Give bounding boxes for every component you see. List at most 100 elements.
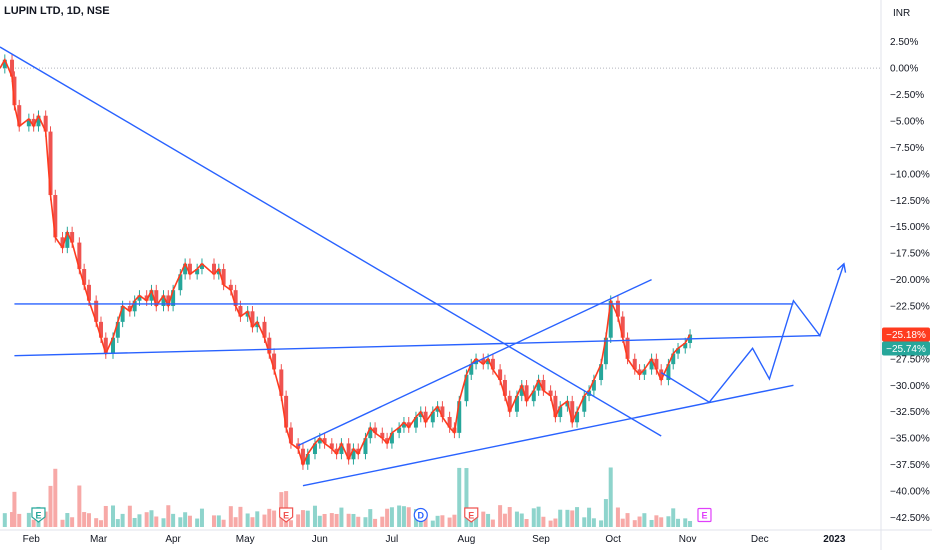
event-badge-label: E [35, 511, 41, 521]
volume-bar [683, 518, 688, 527]
currency-label: INR [893, 8, 910, 19]
volume-bar [48, 485, 53, 527]
x-tick-label: Aug [458, 534, 476, 545]
volume-bar [43, 511, 48, 527]
volume-bar [389, 507, 394, 527]
volume-bar [94, 518, 99, 527]
candle-body [137, 295, 142, 301]
price-series [0, 54, 693, 470]
volume-bar [211, 515, 216, 527]
event-marker-earnings_red[interactable]: E [279, 507, 294, 523]
candle-body [43, 115, 48, 132]
volume-bar [659, 517, 664, 527]
volume-bar [12, 491, 17, 527]
event-badge-label: E [468, 511, 474, 521]
volume-bar [187, 515, 192, 527]
candle-body [570, 401, 575, 423]
candle-body [413, 417, 418, 428]
volume-bar [582, 517, 587, 527]
volume-bar [233, 517, 238, 527]
volume-bar [452, 514, 457, 527]
trendline [302, 384, 794, 487]
volume-bar [132, 517, 137, 527]
candle-body [267, 337, 272, 354]
event-marker-earnings_red[interactable]: E [464, 507, 479, 523]
candle-body [608, 300, 613, 338]
last-value-label: −25.74% [886, 344, 926, 355]
volume-bar [615, 507, 620, 527]
candle-body [615, 300, 620, 317]
candle-body [659, 369, 664, 381]
volume-bar [676, 518, 681, 527]
event-marker-future[interactable]: E [697, 507, 712, 523]
candle-body [430, 411, 435, 423]
candle-body [255, 321, 260, 328]
candle-body [279, 369, 284, 396]
candle-body [195, 269, 200, 275]
candle-body [250, 311, 255, 328]
candle-body [154, 290, 159, 307]
volume-bar [171, 513, 176, 527]
event-marker-earnings[interactable]: E [31, 507, 46, 523]
candle-body [464, 374, 469, 402]
candle-body [334, 448, 339, 455]
candle-body [77, 242, 82, 270]
candle-body [228, 284, 233, 291]
candle-body [17, 105, 22, 127]
volume-bar [524, 518, 529, 527]
volume-bar [356, 516, 361, 527]
candle-body [346, 443, 351, 460]
volume-bar [70, 517, 75, 527]
candle-body [541, 380, 546, 391]
volume-bar [440, 515, 445, 527]
volume-bar [457, 467, 462, 527]
y-tick-label: −15.00% [890, 222, 930, 233]
x-tick-label: May [236, 534, 255, 545]
volume-bar [591, 518, 596, 527]
volume-bar [296, 514, 301, 527]
x-tick-label: Jul [386, 534, 399, 545]
volume-bar [447, 517, 452, 527]
volume-bar [637, 516, 642, 527]
y-tick-label: −30.00% [890, 381, 930, 392]
candle-body [536, 380, 541, 391]
volume-bar [531, 508, 536, 527]
candle-body [380, 432, 385, 439]
candle-body [305, 454, 310, 465]
volume-bar [654, 515, 659, 527]
candle-body [166, 295, 171, 307]
volume-bar [486, 513, 491, 527]
y-tick-label: −2.50% [890, 90, 924, 101]
candle-body [531, 390, 536, 402]
volume-bar [406, 507, 411, 527]
volume-bar [548, 520, 553, 527]
volume-bar [221, 519, 226, 527]
volume-bar [2, 513, 7, 527]
volume-bar [430, 520, 435, 527]
volume-bar [312, 505, 317, 527]
volume-bar [17, 513, 22, 527]
symbol-title: LUPIN LTD, 1D, NSE [4, 5, 110, 17]
y-tick-label: −42.50% [890, 513, 930, 524]
candle-body [288, 427, 293, 444]
event-badge-shape [31, 507, 46, 523]
volume-bar [632, 520, 637, 527]
volume-bar [149, 510, 154, 527]
drawings[interactable] [0, 46, 847, 487]
volume-bar [536, 506, 541, 527]
y-tick-label: 0.00% [890, 64, 918, 75]
candle-body [82, 269, 87, 285]
volume-bar [183, 512, 188, 527]
volume-bar [346, 513, 351, 527]
volume-bar [26, 512, 31, 527]
y-tick-label: −5.00% [890, 117, 924, 128]
candle-body [457, 401, 462, 433]
candle-body [36, 115, 41, 127]
volume-bar [642, 513, 647, 527]
event-marker-dividend[interactable]: D [413, 507, 428, 523]
candle-body [86, 284, 91, 301]
candle-body [48, 131, 53, 196]
